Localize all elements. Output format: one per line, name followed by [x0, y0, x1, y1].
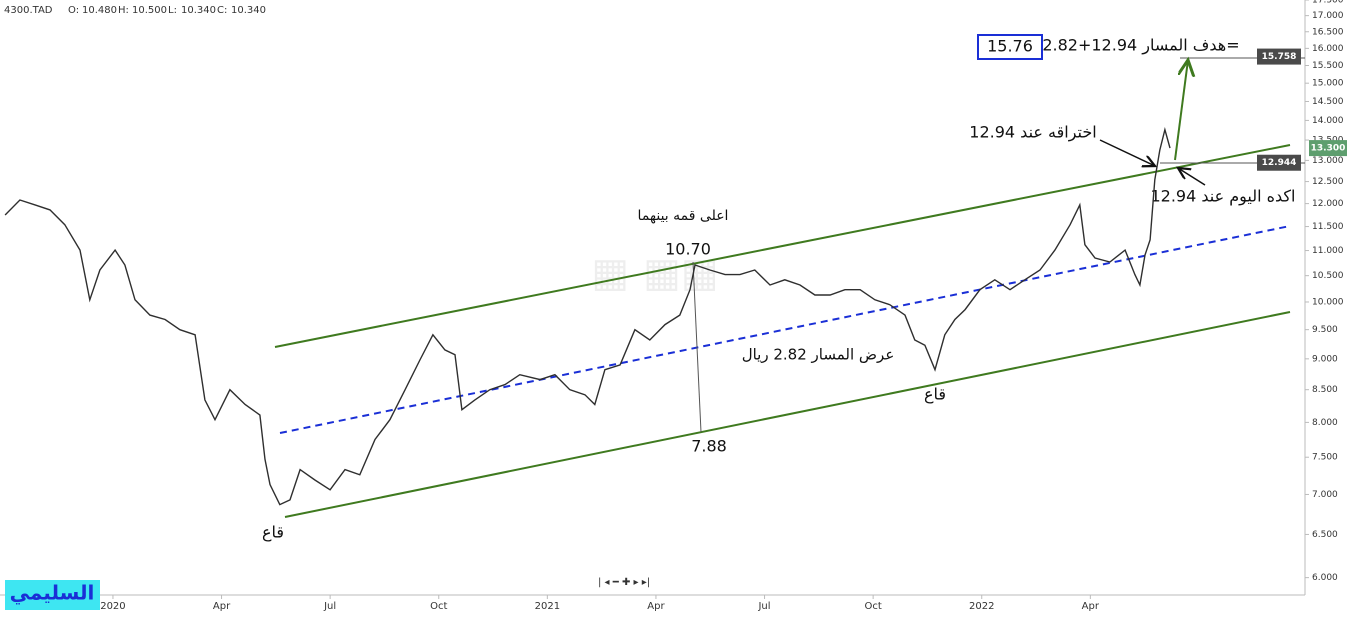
toolbar: | ◂ ━ ✚ ▸ ▸| — [598, 577, 650, 588]
y-tick-label: 8.000 — [1312, 418, 1338, 428]
annotation: 10.70 — [665, 240, 711, 259]
y-tick-label: 9.000 — [1312, 354, 1338, 364]
field-label: C: — [217, 5, 227, 16]
target-arrow — [1174, 60, 1188, 161]
annotation: عرض المسار 2.82 ريال — [742, 346, 895, 364]
x-tick-label: 2022 — [969, 601, 994, 612]
symbol: 4300.TAD — [4, 5, 53, 16]
y-tick-label: 7.500 — [1312, 453, 1338, 463]
y-tick-label: 16.500 — [1312, 27, 1344, 37]
field-value: 10.480 — [82, 5, 117, 16]
y-tick-label: 15.000 — [1312, 79, 1344, 89]
arrow — [1099, 139, 1155, 166]
y-tick-label: 6.500 — [1312, 530, 1338, 540]
target-box — [977, 34, 1043, 60]
annotation: قاع — [924, 385, 946, 405]
y-tick-label: 7.000 — [1312, 490, 1338, 500]
lower-channel — [284, 311, 1291, 518]
annotation: اعلى قمه بينهما — [638, 208, 729, 224]
y-tick-label: 9.500 — [1312, 325, 1338, 335]
y-tick-label: 17.500 — [1312, 0, 1344, 6]
field-value: 10.340 — [231, 5, 266, 16]
x-tick-label: Apr — [647, 601, 665, 612]
y-tick-label: 13.000 — [1312, 156, 1344, 166]
width-line — [692, 261, 702, 433]
mid-channel — [279, 225, 1291, 434]
price-flag-label: 15.758 — [1262, 52, 1297, 62]
annotation: اختراقه عند 12.94 — [969, 123, 1096, 143]
y-tick-label: 16.000 — [1312, 44, 1344, 54]
field-value: 10.340 — [181, 5, 216, 16]
y-tick-label: 10.500 — [1312, 271, 1344, 281]
x-tick-label: 2021 — [535, 601, 560, 612]
y-tick-label: 15.500 — [1312, 61, 1344, 71]
field-label: O: — [68, 5, 79, 16]
y-tick-label: 10.000 — [1312, 297, 1344, 307]
annotation: اكده اليوم عند 12.94 — [1150, 187, 1295, 207]
logo-watermark: ▦ ▦▦ — [591, 250, 718, 296]
y-tick-label: 14.500 — [1312, 97, 1344, 107]
price-flag — [1257, 154, 1301, 171]
upper-channel — [274, 144, 1291, 348]
field-label: H: — [118, 5, 129, 16]
field-value: 10.500 — [132, 5, 167, 16]
header: 4300.TAD O: 10.480 H: 10.500 L: 10.340 C… — [4, 5, 266, 16]
x-tick-label: 2020 — [100, 601, 125, 612]
arrow — [1178, 168, 1206, 186]
annotation-lines — [274, 58, 1305, 518]
annotation: 7.88 — [691, 437, 727, 456]
x-tick-label: Apr — [213, 601, 231, 612]
price-line — [4, 126, 1171, 506]
y-tick-label: 17.000 — [1312, 11, 1344, 21]
price-flag-label: 13.300 — [1311, 144, 1346, 154]
field-label: L: — [168, 5, 177, 16]
y-tick-label: 12.000 — [1312, 199, 1344, 209]
toolbar-icon[interactable]: | ◂ ━ ✚ ▸ ▸| — [598, 577, 650, 588]
annotation: قاع — [262, 523, 284, 543]
price-flag — [1257, 48, 1301, 65]
price-flag — [1309, 140, 1347, 157]
y-tick-label: 11.500 — [1312, 222, 1344, 232]
x-tick-label: Oct — [864, 601, 881, 612]
x-tick-label: Apr — [1082, 601, 1100, 612]
y-tick-label: 8.500 — [1312, 385, 1338, 395]
x-tick-label: Jul — [757, 601, 770, 612]
y-tick-label: 11.000 — [1312, 246, 1344, 256]
watermark: السليمي — [10, 581, 95, 606]
y-tick-label: 12.500 — [1312, 177, 1344, 187]
watermark-box — [5, 580, 100, 610]
y-tick-label: 6.000 — [1312, 573, 1338, 583]
annotation: هدف المسار 12.94+2.82= — [1042, 36, 1239, 56]
annotation: 15.76 — [987, 37, 1033, 56]
price-flag-label: 12.944 — [1262, 158, 1297, 168]
y-tick-label: 14.000 — [1312, 116, 1344, 126]
annotations: اعلى قمه بينهما 10.70 7.88 عرض المسار 2.… — [262, 34, 1296, 543]
x-tick-label: Oct — [430, 601, 447, 612]
x-tick-label: Jul — [323, 601, 336, 612]
